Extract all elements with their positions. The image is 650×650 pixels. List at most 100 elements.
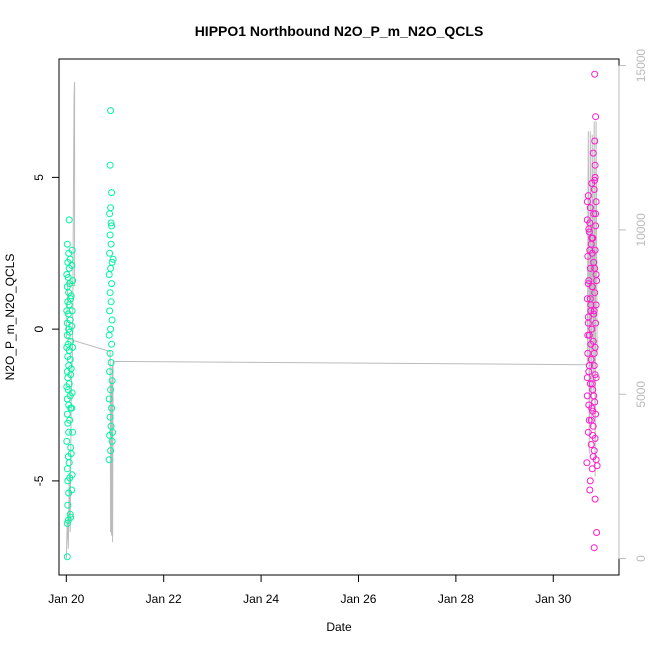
- data-point: [107, 386, 115, 394]
- data-point: [65, 216, 73, 224]
- data-point: [68, 307, 76, 315]
- data-point: [586, 264, 594, 272]
- data-point: [69, 277, 77, 285]
- data-point: [588, 380, 596, 388]
- data-point: [106, 289, 114, 297]
- data-point: [587, 340, 595, 348]
- data-point: [584, 280, 592, 288]
- data-point: [63, 410, 71, 418]
- data-point: [106, 231, 114, 239]
- data-point: [591, 176, 599, 184]
- data-point: [108, 377, 116, 385]
- data-point: [106, 349, 114, 357]
- data-point: [590, 362, 598, 370]
- data-point: [589, 407, 597, 415]
- data-point: [590, 392, 598, 400]
- x-tick-label: Jan 26: [340, 592, 376, 606]
- data-point: [592, 198, 600, 206]
- data-point: [67, 295, 75, 303]
- data-point: [591, 70, 599, 78]
- data-point: [105, 271, 113, 278]
- data-points-layer: [63, 70, 601, 561]
- data-point: [66, 416, 74, 424]
- data-point: [106, 210, 114, 218]
- data-point: [107, 359, 115, 366]
- data-point: [586, 246, 594, 254]
- right-axis: 0 5000 10000 15000: [618, 49, 648, 562]
- data-point: [588, 465, 596, 473]
- data-point: [587, 441, 595, 448]
- data-point: [107, 107, 115, 115]
- data-point: [590, 210, 598, 218]
- x-tick-label: Jan 24: [243, 592, 279, 606]
- data-point: [583, 198, 591, 206]
- data-point: [584, 331, 592, 339]
- data-point: [583, 374, 591, 382]
- data-point: [108, 437, 116, 445]
- data-point: [587, 356, 595, 363]
- data-point: [68, 322, 76, 330]
- data-point: [106, 161, 114, 169]
- data-point: [590, 307, 598, 315]
- data-point: [585, 228, 593, 236]
- data-point: [65, 428, 73, 436]
- data-point: [63, 465, 71, 473]
- data-point: [592, 319, 600, 327]
- data-point: [64, 501, 72, 509]
- data-point: [585, 401, 593, 409]
- data-point: [583, 295, 591, 303]
- data-point: [586, 380, 594, 388]
- right-tick-label: 0: [634, 555, 648, 562]
- chart-title: HIPPO1 Northbound N2O_P_m_N2O_QCLS: [195, 23, 484, 39]
- data-point: [108, 189, 116, 197]
- data-point: [589, 431, 597, 439]
- data-point: [107, 325, 115, 333]
- right-tick-label: 5000: [634, 381, 648, 408]
- altitude-line-layer: [65, 81, 598, 559]
- data-point: [586, 295, 594, 303]
- data-point: [592, 301, 600, 309]
- data-point: [593, 277, 601, 285]
- data-point: [64, 516, 72, 524]
- data-point: [590, 544, 598, 552]
- data-point: [105, 395, 113, 403]
- altitude-line: [65, 81, 598, 559]
- data-point: [590, 447, 598, 455]
- data-point: [106, 368, 114, 376]
- data-point: [67, 450, 75, 458]
- data-point: [107, 240, 115, 248]
- data-point: [105, 331, 113, 339]
- data-point: [63, 553, 71, 561]
- x-axis: Jan 20 Jan 22 Jan 24 Jan 26 Jan 28 Jan 30: [48, 574, 572, 606]
- data-point: [586, 486, 594, 494]
- data-point: [589, 422, 597, 430]
- data-point: [69, 343, 77, 351]
- y-tick-label: 0: [32, 325, 46, 332]
- data-point: [63, 437, 71, 445]
- data-point: [591, 137, 599, 145]
- data-point: [67, 337, 75, 345]
- data-point: [585, 277, 593, 285]
- data-point: [106, 249, 114, 257]
- data-point: [68, 246, 76, 254]
- data-point: [63, 240, 71, 248]
- y-axis-label: N2O_P_m_N2O_QCLS: [3, 254, 17, 381]
- data-point: [587, 416, 595, 424]
- data-point: [66, 328, 74, 336]
- data-point: [589, 149, 597, 157]
- x-tick-label: Jan 28: [438, 592, 474, 606]
- data-point: [67, 365, 75, 373]
- data-point: [108, 280, 116, 288]
- data-point: [68, 471, 76, 479]
- data-point: [588, 325, 596, 333]
- data-point: [108, 316, 116, 324]
- data-point: [584, 319, 592, 327]
- data-point: [68, 404, 76, 412]
- data-point: [593, 462, 601, 470]
- data-point: [586, 204, 594, 212]
- data-point: [63, 307, 71, 315]
- data-point: [585, 225, 593, 233]
- y-tick-label: -5: [32, 475, 46, 486]
- data-point: [106, 413, 114, 421]
